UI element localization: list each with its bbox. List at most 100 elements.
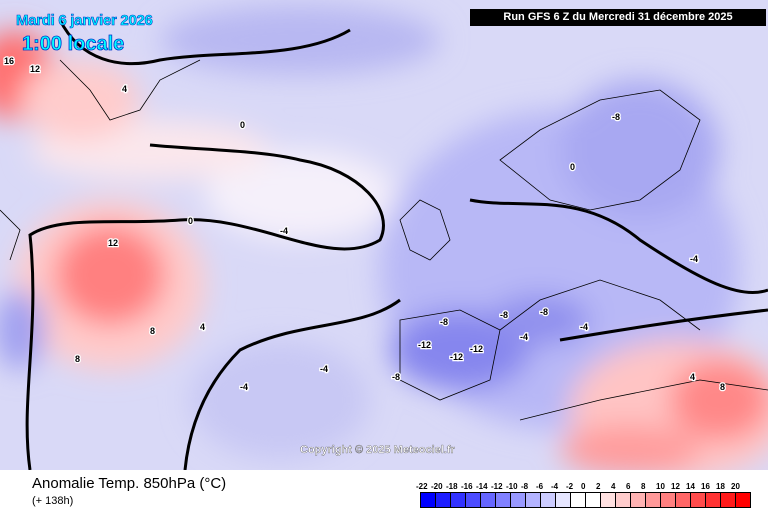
- legend-swatch: [465, 492, 480, 508]
- legend-label: -16: [461, 482, 473, 491]
- legend-item: 12: [671, 482, 690, 508]
- legend-label: -14: [476, 482, 488, 491]
- contour-label: -8: [440, 317, 448, 327]
- legend-swatch: [600, 492, 615, 508]
- model-run-label: Run GFS 6 Z du Mercredi 31 décembre 2025: [470, 9, 766, 26]
- legend-swatch: [735, 492, 751, 508]
- contour-label: 0: [188, 216, 193, 226]
- legend-item: -4: [551, 482, 570, 508]
- legend-label: -22: [416, 482, 428, 491]
- contour-label: -4: [280, 226, 288, 236]
- legend-swatch: [705, 492, 720, 508]
- legend-swatch: [435, 492, 450, 508]
- legend-swatch: [720, 492, 735, 508]
- legend-swatch: [495, 492, 510, 508]
- contour-label: 4: [200, 322, 205, 332]
- legend-item: -12: [491, 482, 510, 508]
- legend-label: 8: [641, 482, 646, 491]
- contour-label: -12: [418, 340, 431, 350]
- legend-label: -18: [446, 482, 458, 491]
- legend-label: 10: [656, 482, 665, 491]
- legend-label: 20: [731, 482, 740, 491]
- legend-label: 18: [716, 482, 725, 491]
- legend-swatch: [690, 492, 705, 508]
- color-scale-legend: -22 -20 -18 -16 -14 -12 -10 -8 -6 -4 -2 0 2 4 6 8 10 12 14…: [416, 482, 751, 508]
- forecast-local-time: 1:00 locale: [22, 33, 125, 56]
- contour-label: 8: [75, 354, 80, 364]
- legend-label: 4: [611, 482, 616, 491]
- contour-label: -8: [392, 372, 400, 382]
- legend-label: 0: [581, 482, 586, 491]
- legend-swatch: [570, 492, 585, 508]
- contour-label: 0: [570, 162, 575, 172]
- contour-label: 0: [240, 120, 245, 130]
- legend-label: 12: [671, 482, 680, 491]
- contour-label: -8: [540, 307, 548, 317]
- contour-label: 16: [4, 56, 14, 66]
- legend-item: 8: [641, 482, 660, 508]
- legend-item: 2: [596, 482, 615, 508]
- copyright: Copyright © 2025 Meteociel.fr: [300, 444, 455, 456]
- legend-label: -4: [551, 482, 559, 491]
- legend-swatch: [660, 492, 675, 508]
- legend-item: 18: [716, 482, 735, 508]
- legend-label: 14: [686, 482, 695, 491]
- contour-label: -4: [320, 364, 328, 374]
- contour-label: 12: [108, 238, 118, 248]
- forecast-lead-time: (+ 138h): [32, 495, 74, 507]
- legend-swatch: [585, 492, 600, 508]
- legend-swatch: [450, 492, 465, 508]
- footer: Anomalie Temp. 850hPa (°C) (+ 138h) -22-…: [0, 470, 768, 512]
- legend-item: -6: [536, 482, 555, 508]
- contour-label: -8: [500, 310, 508, 320]
- legend-swatch: [525, 492, 540, 508]
- contour-label: 4: [690, 372, 695, 382]
- legend-item: 20: [731, 482, 751, 508]
- legend-item: -20: [431, 482, 450, 508]
- contour-label: 12: [30, 64, 40, 74]
- legend-item: -18: [446, 482, 465, 508]
- legend-item: 16: [701, 482, 720, 508]
- contour-label: 8: [150, 326, 155, 336]
- contour-label: -12: [470, 344, 483, 354]
- legend-label: 16: [701, 482, 710, 491]
- contour-label: -4: [520, 332, 528, 342]
- forecast-date: Mardi 6 janvier 2026: [16, 12, 153, 30]
- temperature-anomaly-map: 16 12 12 8 4 0 -4 -8 -12 -12 -12 -8 -4 0 -8 -4 4 8 8 4 0 -4 -4…: [0, 0, 768, 470]
- contour-label: 8: [720, 382, 725, 392]
- legend-item: 4: [611, 482, 630, 508]
- legend-label: -2: [566, 482, 574, 491]
- legend-swatch: [480, 492, 495, 508]
- legend-label: -20: [431, 482, 443, 491]
- legend-swatch: [645, 492, 660, 508]
- legend-swatch: [540, 492, 555, 508]
- legend-swatch: [555, 492, 570, 508]
- legend-swatch: [510, 492, 525, 508]
- legend-item: -22: [416, 482, 435, 508]
- contour-label: -4: [580, 322, 588, 332]
- legend-item: 0: [581, 482, 600, 508]
- legend-item: -16: [461, 482, 480, 508]
- contour-label: -12: [450, 352, 463, 362]
- map-parameter-title: Anomalie Temp. 850hPa (°C): [32, 475, 227, 492]
- legend-item: 6: [626, 482, 645, 508]
- legend-item: -8: [521, 482, 540, 508]
- legend-label: -8: [521, 482, 529, 491]
- contour-label: -8: [612, 112, 620, 122]
- legend-item: -14: [476, 482, 495, 508]
- legend-swatch: [630, 492, 645, 508]
- legend-label: -6: [536, 482, 544, 491]
- legend-swatch: [615, 492, 630, 508]
- legend-swatch: [420, 492, 435, 508]
- contour-label: 4: [122, 84, 127, 94]
- contour-label: -4: [690, 254, 698, 264]
- legend-item: 14: [686, 482, 705, 508]
- legend-item: 10: [656, 482, 675, 508]
- legend-label: 2: [596, 482, 601, 491]
- legend-item: -10: [506, 482, 525, 508]
- legend-item: -2: [566, 482, 585, 508]
- legend-label: -12: [491, 482, 503, 491]
- legend-label: -10: [506, 482, 518, 491]
- legend-swatch: [675, 492, 690, 508]
- contour-label: -4: [240, 382, 248, 392]
